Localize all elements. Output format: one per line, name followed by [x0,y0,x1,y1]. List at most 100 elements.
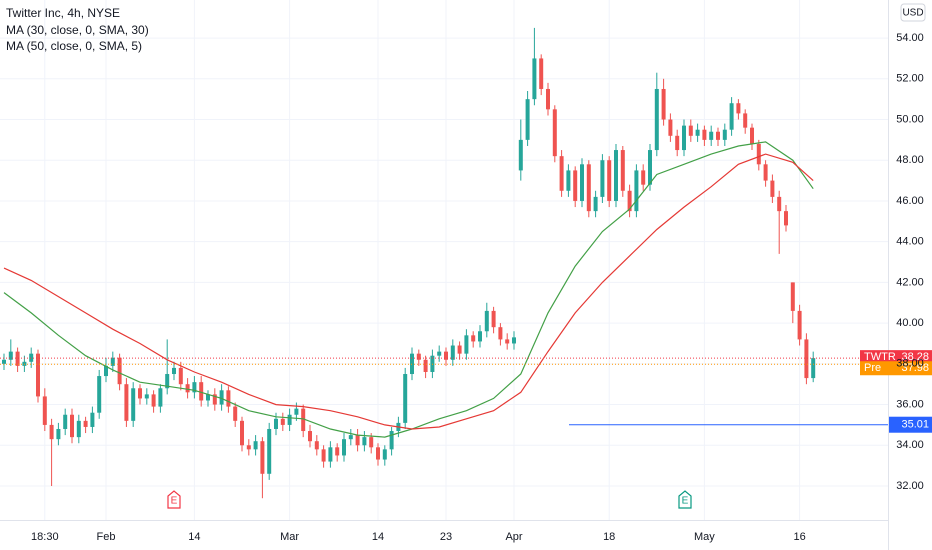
candle-body [376,447,380,460]
price-label-name: TWTR [864,351,896,363]
candle-body [308,431,312,442]
candle-body [770,180,775,197]
candle-body [321,449,326,462]
y-tick-label: 40.00 [896,317,924,329]
candle-body [267,428,272,474]
candle-body [600,160,605,197]
candle-body [15,351,20,366]
x-tick-label: May [694,531,715,543]
price-label-box [889,416,932,433]
candle-body [416,353,421,360]
candle-body [450,345,455,360]
candle-body [716,131,720,140]
price-label-box [860,350,932,365]
x-tick-label: Mar [280,531,299,543]
candle-body [172,367,176,375]
indicator-legend: MA (30, close, 0, SMA, 30) [6,23,149,37]
candle-body [314,441,319,450]
candle-body [362,437,367,446]
candle-body [790,282,795,311]
candle-body [539,58,544,89]
candle-body [444,351,448,360]
x-tick-label: Feb [97,531,116,543]
y-tick-label: 54.00 [896,32,924,44]
candle-body [512,337,516,344]
candle-body [614,150,618,201]
candle-body [423,359,428,372]
candle-body [763,164,768,181]
candle-body [811,358,816,379]
y-tick-label: 42.00 [896,276,924,288]
candle-body [566,170,571,191]
candle-body [648,150,652,185]
candle-body [552,109,557,157]
earnings-label: E [682,496,689,507]
candle-body [104,365,108,377]
candle-body [253,441,258,450]
currency-box[interactable] [900,3,926,22]
candle-body [573,170,578,201]
candle-body [478,331,482,342]
candle-body [675,135,680,151]
candle-body [287,414,292,425]
candle-body [124,384,129,421]
candle-body [260,441,265,474]
candle-body [756,143,761,165]
candle-body [484,310,489,332]
y-tick-label: 32.00 [896,480,924,492]
earnings-label: E [171,496,178,507]
candle-body [144,394,149,399]
candle-body [158,388,163,407]
candle-body [505,339,510,344]
x-tick-label: 14 [372,531,384,543]
moving-average-line [3,153,814,430]
price-label: 37.98 [901,362,929,374]
price-label-box [860,361,932,376]
candle-body [627,190,632,212]
candle-body [335,447,340,456]
earnings-marker [678,490,692,509]
candle-body [369,437,374,448]
candle-body [797,310,802,340]
grid [0,0,888,520]
price-label: 35.01 [901,419,929,431]
candle-body [76,420,81,438]
candle-body [49,424,54,440]
candle-body [532,58,537,100]
candle-body [233,406,238,421]
candle-body [729,103,734,130]
candle-body [695,129,700,136]
chart-title: Twitter Inc, 4h, NYSE [6,6,120,20]
candle-body [117,357,122,385]
candle-body [70,414,74,438]
y-tick-label: 38.00 [896,358,924,370]
candle-body [151,394,156,407]
candle-body [138,388,142,399]
candle-body [342,439,346,456]
candle-body [580,164,584,201]
candle-body [634,170,639,212]
candle-body [36,353,40,397]
candle-body [722,129,727,140]
candle-body [382,449,387,460]
candle-body [654,88,659,151]
overlay: 35.01 TWTR 38.28 Pre 37.98 E E [0,350,932,509]
candle-body [83,420,88,427]
candle-body [702,129,707,140]
candle-body [131,388,136,421]
y-tick-label: 46.00 [896,195,924,207]
candle-body [668,119,673,136]
candle-body [559,156,564,191]
indicator-legend: MA (50, close, 0, SMA, 5) [6,39,142,53]
candle-body [546,88,550,110]
candle-body [8,351,13,360]
candle-body [199,382,204,401]
candle-body [464,335,469,354]
y-tick-label: 50.00 [896,113,924,125]
candle-body [736,103,741,114]
candle-body [348,435,353,440]
candle-body [471,335,476,342]
candle-body [192,382,197,393]
